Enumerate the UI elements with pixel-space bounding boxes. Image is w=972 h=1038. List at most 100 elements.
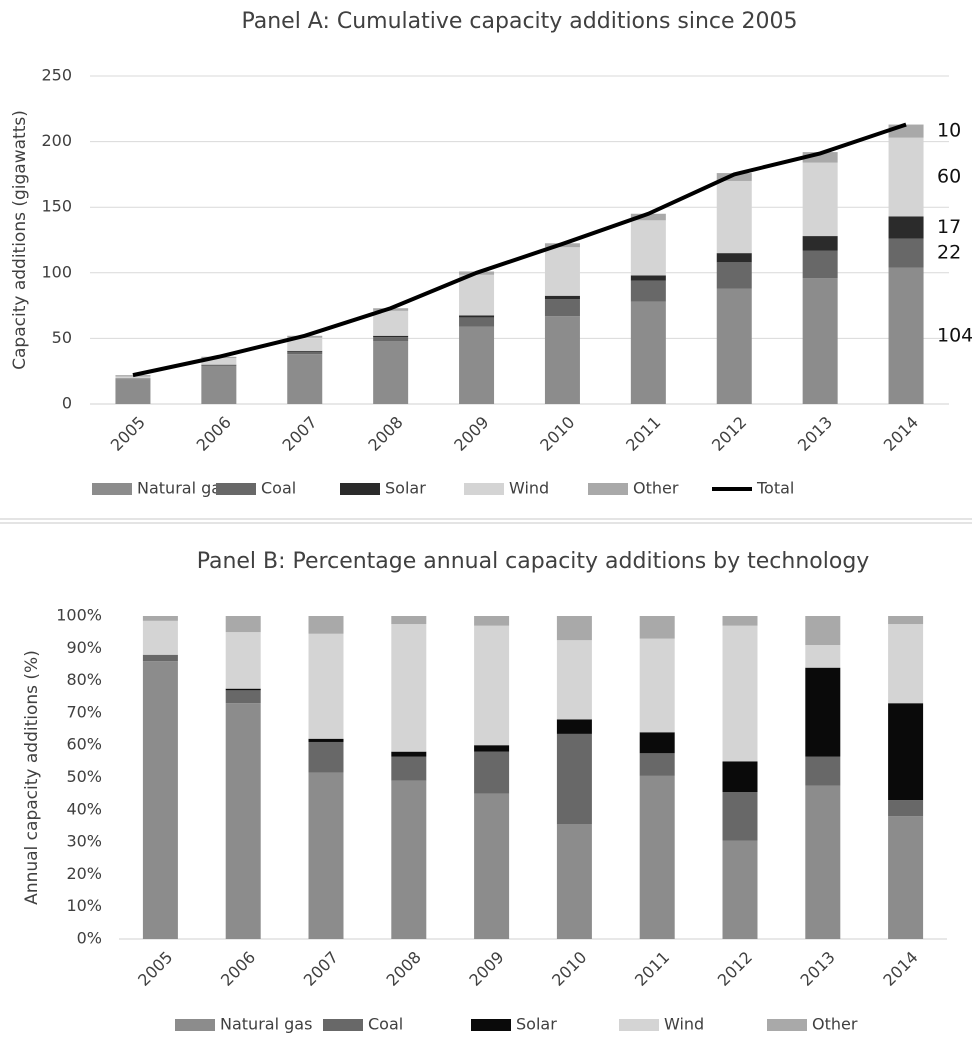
bar-segment <box>225 616 261 633</box>
bar-segment <box>722 761 758 793</box>
bar-segment <box>225 688 261 691</box>
y-tick-label: 50% <box>66 767 102 786</box>
y-tick-label: 0% <box>77 929 102 948</box>
bar-segment <box>639 616 675 639</box>
bar-segment <box>474 751 510 794</box>
bar-segment <box>115 379 151 404</box>
y-tick-label: 70% <box>66 702 102 721</box>
bar-segment <box>115 375 151 377</box>
bar-segment <box>556 616 592 641</box>
bar-segment <box>556 824 592 939</box>
bar-segment <box>142 616 178 621</box>
bar-segment <box>805 645 841 668</box>
y-tick-label: 20% <box>66 864 102 883</box>
bar-segment <box>716 253 752 263</box>
legend-label: Wind <box>664 1015 704 1034</box>
bar-segment <box>888 800 924 817</box>
bar-segment <box>888 816 924 939</box>
legend-swatch <box>323 1019 363 1031</box>
bar-segment <box>630 275 666 281</box>
bar-segment <box>716 288 752 404</box>
legend-label: Natural gas <box>137 479 229 498</box>
bar-segment <box>805 785 841 939</box>
bar-segment <box>716 180 752 254</box>
bar-segment <box>474 625 510 746</box>
x-tick-label: 2005 <box>107 413 149 455</box>
bar-segment <box>308 738 344 742</box>
bar-segment <box>287 350 323 352</box>
legend-label: Coal <box>368 1015 403 1034</box>
y-tick-label: 60% <box>66 735 102 754</box>
bar-segment <box>142 654 178 662</box>
bar-segment <box>391 624 427 752</box>
bar-segment <box>373 341 409 404</box>
x-tick-label: 2012 <box>714 948 756 990</box>
x-tick-label: 2014 <box>880 413 922 455</box>
bar-segment <box>805 667 841 757</box>
bar-segment <box>888 624 924 704</box>
bar-segment <box>308 772 344 939</box>
legend-swatch <box>767 1019 807 1031</box>
bar-segment <box>888 216 924 239</box>
bar-segment <box>639 775 675 939</box>
bar-segment <box>459 326 495 404</box>
x-tick-label: 2013 <box>797 948 839 990</box>
bar-segment <box>722 625 758 762</box>
bar-segment <box>630 220 666 276</box>
x-tick-label: 2008 <box>383 948 425 990</box>
x-tick-label: 2011 <box>622 413 664 455</box>
bar-segment <box>639 753 675 776</box>
bar-segment <box>373 310 409 336</box>
bar-segment <box>802 236 838 251</box>
legend-label: Other <box>812 1015 858 1034</box>
bar-segment <box>630 213 666 221</box>
y-tick-label: 200 <box>41 131 72 150</box>
bar-segment <box>373 335 409 338</box>
x-tick-label: 2010 <box>548 948 590 990</box>
bar-segment <box>201 358 237 365</box>
bar-segment <box>201 364 237 366</box>
bar-segment <box>888 238 924 268</box>
legend-label: Solar <box>516 1015 557 1034</box>
bar-segment <box>802 278 838 404</box>
x-tick-label: 2007 <box>300 948 342 990</box>
bar-segment <box>225 703 261 939</box>
bar-segment <box>308 741 344 773</box>
bar-segment <box>544 295 580 300</box>
bar-segment <box>142 661 178 939</box>
bar-segment <box>373 337 409 342</box>
bar-segment <box>802 162 838 237</box>
bar-segment <box>459 274 495 316</box>
bar-segment <box>722 616 758 626</box>
y-axis-title: Capacity additions (gigawatts) <box>10 110 30 370</box>
x-tick-label: 2005 <box>134 948 176 990</box>
bar-segment <box>888 267 924 404</box>
y-tick-label: 40% <box>66 799 102 818</box>
x-tick-label: 2010 <box>536 413 578 455</box>
bar-segment <box>544 316 580 404</box>
chart-title: Panel A: Cumulative capacity additions s… <box>241 9 797 34</box>
bar-segment <box>716 262 752 289</box>
bar-segment <box>287 351 323 355</box>
bar-segment <box>805 616 841 646</box>
bar-segment <box>391 756 427 781</box>
bar-segment <box>556 640 592 720</box>
bar-segment <box>802 250 838 279</box>
x-tick-label: 2014 <box>879 948 921 990</box>
x-tick-label: 2013 <box>794 413 836 455</box>
bar-segment <box>142 620 178 655</box>
bar-segment <box>802 152 838 163</box>
bar-segment <box>474 616 510 626</box>
bar-segment <box>474 793 510 939</box>
y-tick-label: 90% <box>66 638 102 657</box>
bar-segment <box>391 751 427 757</box>
y-tick-label: 100% <box>56 606 102 625</box>
y-tick-label: 0 <box>62 394 72 413</box>
bar-segment <box>115 378 151 380</box>
y-tick-label: 150 <box>41 197 72 216</box>
y-tick-label: 100 <box>41 262 72 281</box>
bar-segment <box>391 780 427 939</box>
data-label: 10 <box>937 120 961 142</box>
total-line <box>132 122 907 378</box>
